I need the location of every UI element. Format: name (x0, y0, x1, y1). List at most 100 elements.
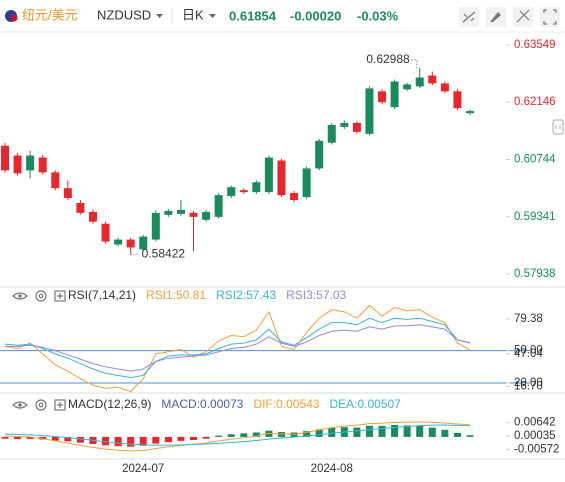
histogram-bar (76, 436, 84, 443)
candle-body (51, 172, 60, 189)
candle-body (352, 122, 361, 132)
candle-body (453, 91, 462, 109)
histogram-bar (428, 427, 436, 437)
candle-body (13, 155, 22, 174)
candle-body (415, 77, 424, 87)
indicator-title[interactable]: RSI(7,14,21) (68, 288, 136, 302)
y-tick-label: 79.38 (514, 313, 543, 325)
candle-body (390, 81, 399, 108)
histogram-bar (441, 429, 449, 437)
histogram-bar (466, 435, 474, 437)
histogram-bar (102, 436, 110, 446)
candle-body (277, 160, 286, 196)
draw-tool-button[interactable] (459, 7, 479, 27)
legend-entry: DEA:0.00507 (329, 397, 401, 411)
candle-body (164, 210, 173, 215)
candle-body (63, 188, 72, 199)
scroll-handle[interactable] (552, 119, 564, 135)
visibility-toggle[interactable] (12, 292, 28, 300)
indicator-line (4, 317, 471, 379)
legend-entry: RSI2:57.43 (216, 288, 276, 302)
candle-body (340, 122, 349, 127)
candle-body (239, 190, 248, 193)
period[interactable]: 日K (182, 7, 204, 22)
histogram-bar (64, 436, 72, 442)
candle-body (76, 202, 85, 213)
candle-body (26, 155, 35, 171)
settings-button[interactable] (35, 290, 47, 302)
price-change: -0.00020 (290, 8, 341, 23)
histogram-bar (164, 436, 172, 443)
histogram-bar (127, 436, 135, 447)
legend-entry: MACD:0.00073 (161, 397, 243, 411)
histogram-bar (403, 425, 411, 437)
candle-body (466, 111, 474, 114)
indicator-title[interactable]: MACD(12,26,9) (68, 397, 151, 411)
y-tick-label: 16.70 (514, 381, 543, 393)
indicator-line (4, 304, 471, 393)
histogram-bar (391, 424, 399, 437)
y-tick-label: 0.57938 (514, 268, 556, 280)
histogram-bar (215, 435, 223, 437)
candle-body (378, 91, 387, 103)
histogram-bar (1, 436, 9, 439)
histogram-bar (114, 436, 122, 447)
candle-body (227, 187, 236, 197)
price-change-pct: -0.03% (357, 8, 399, 23)
histogram-bar (303, 431, 311, 437)
pair-name[interactable]: 纽元/美元 (22, 7, 78, 22)
flag-icon (5, 10, 18, 22)
candle-body (290, 193, 299, 201)
indicator-line (4, 424, 471, 446)
draw-tool-button[interactable] (513, 7, 533, 27)
y-tick-label: 0.00642 (514, 417, 556, 429)
indicator-line (5, 324, 471, 372)
candle-body (126, 239, 135, 248)
symbol[interactable]: NZDUSD (97, 7, 151, 22)
legend-entry: RSI3:57.03 (286, 288, 346, 302)
y-tick-label: 0.00035 (514, 430, 556, 442)
candle-body (151, 212, 160, 240)
candle-body (440, 83, 449, 92)
histogram-bar (252, 432, 260, 437)
candle-body (88, 211, 97, 222)
fullscreen-button[interactable] (540, 7, 560, 27)
visibility-toggle[interactable] (12, 401, 28, 409)
indicator-box-button[interactable] (54, 290, 66, 302)
histogram-bar (227, 434, 235, 437)
candle-body (365, 88, 374, 134)
y-tick-label: 50.00 (514, 345, 543, 357)
candle-body (302, 168, 311, 198)
candle-body (252, 182, 261, 193)
indicator-box-button[interactable] (54, 399, 66, 411)
candle-body (403, 84, 412, 90)
histogram-bar (177, 436, 185, 441)
histogram-bar (365, 425, 373, 437)
histogram-bar (328, 427, 336, 437)
histogram-bar (202, 436, 210, 439)
histogram-bar (240, 433, 248, 437)
candle-body (189, 212, 198, 217)
histogram-bar (315, 429, 323, 437)
legend-entry: RSI1:50.81 (146, 288, 206, 302)
candle-body (176, 209, 185, 214)
settings-button[interactable] (35, 399, 47, 411)
y-tick-label: 47.04 (514, 348, 543, 360)
x-tick-label: 2024-07 (122, 463, 164, 475)
symbol-dropdown[interactable] (156, 14, 163, 18)
y-tick-label: 0.59341 (514, 211, 556, 223)
draw-tool-button[interactable] (486, 7, 506, 27)
candle-body (114, 239, 123, 245)
histogram-bar (139, 436, 147, 446)
candle-body (38, 157, 47, 173)
indicator-line (4, 421, 471, 452)
candle-body (101, 223, 110, 242)
histogram-bar (277, 432, 285, 437)
candle-body (428, 75, 437, 84)
period-dropdown[interactable] (209, 14, 216, 18)
candle-body (264, 157, 273, 193)
last-price: 0.61854 (229, 8, 277, 23)
